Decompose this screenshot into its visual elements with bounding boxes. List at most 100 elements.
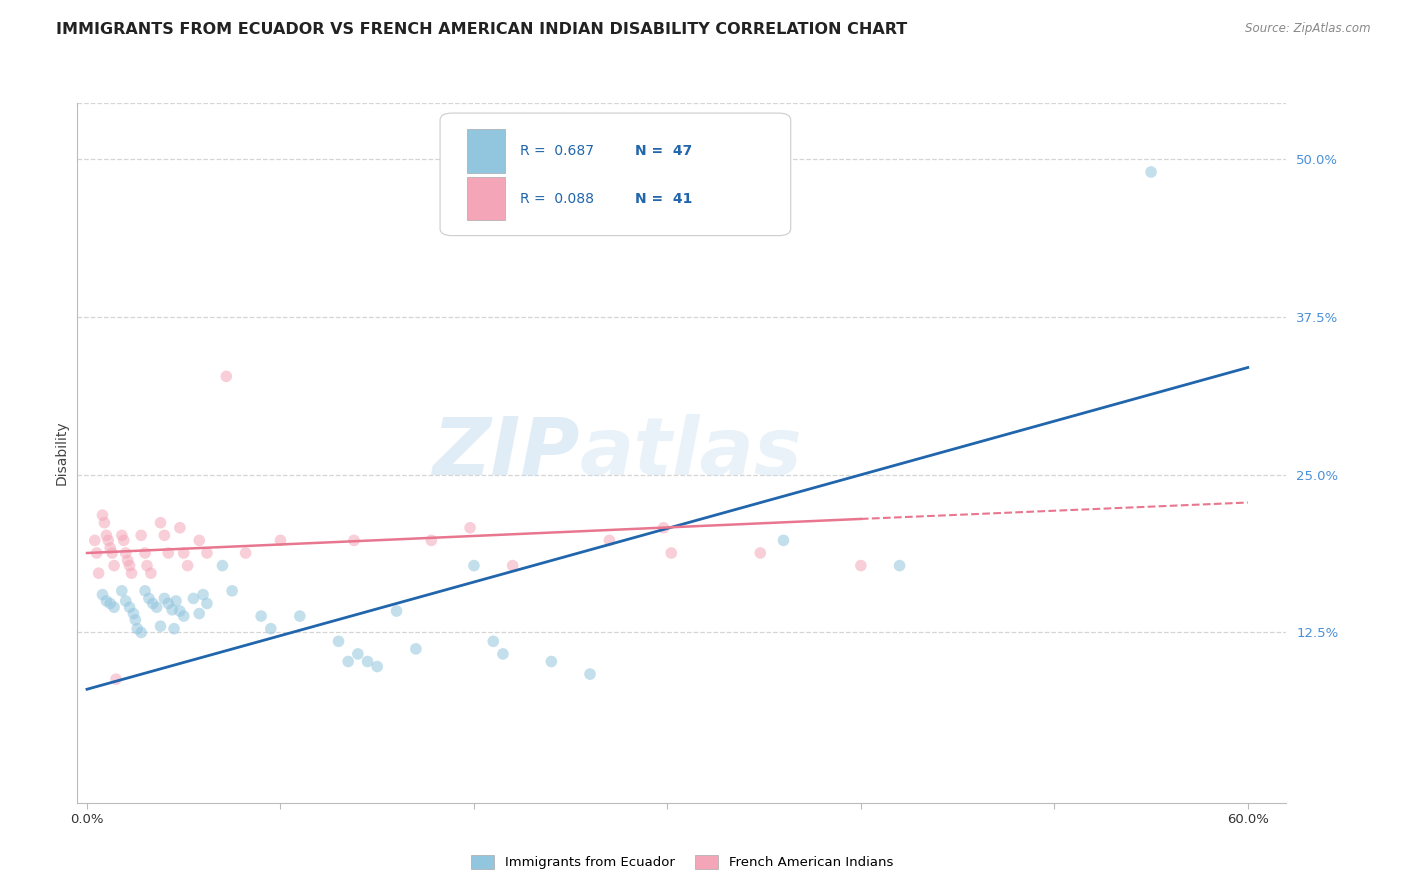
Point bbox=[215, 369, 238, 384]
Point bbox=[139, 566, 162, 581]
Point bbox=[188, 533, 211, 548]
Point bbox=[153, 528, 176, 542]
Point bbox=[183, 591, 205, 606]
Point bbox=[165, 594, 187, 608]
Point bbox=[96, 594, 118, 608]
Point bbox=[221, 583, 243, 598]
Point bbox=[169, 521, 191, 535]
Point bbox=[889, 558, 911, 573]
Point bbox=[157, 546, 180, 560]
Point bbox=[169, 604, 191, 618]
Bar bbox=[467, 177, 505, 220]
Point bbox=[83, 533, 105, 548]
Point bbox=[652, 521, 675, 535]
Point bbox=[235, 546, 257, 560]
Text: atlas: atlas bbox=[579, 414, 801, 491]
Point bbox=[86, 546, 108, 560]
Point bbox=[195, 546, 218, 560]
Point bbox=[366, 659, 388, 673]
Point bbox=[598, 533, 620, 548]
Point bbox=[347, 647, 370, 661]
Point bbox=[117, 553, 139, 567]
Point bbox=[1140, 165, 1163, 179]
Point bbox=[149, 619, 172, 633]
Point bbox=[343, 533, 366, 548]
Point bbox=[163, 622, 186, 636]
Point bbox=[97, 533, 120, 548]
Text: R =  0.088: R = 0.088 bbox=[520, 192, 593, 205]
Point bbox=[191, 588, 214, 602]
Point bbox=[145, 600, 167, 615]
Point bbox=[328, 634, 350, 648]
Point bbox=[142, 597, 165, 611]
Point bbox=[385, 604, 408, 618]
Point bbox=[463, 558, 485, 573]
Point bbox=[211, 558, 233, 573]
Point bbox=[127, 622, 149, 636]
Point bbox=[540, 655, 562, 669]
Point bbox=[96, 528, 118, 542]
Point bbox=[101, 546, 124, 560]
Text: R =  0.687: R = 0.687 bbox=[520, 144, 593, 158]
Point bbox=[482, 634, 505, 648]
Point bbox=[129, 625, 152, 640]
Legend: Immigrants from Ecuador, French American Indians: Immigrants from Ecuador, French American… bbox=[467, 851, 897, 873]
Point bbox=[157, 597, 180, 611]
Point bbox=[849, 558, 872, 573]
Point bbox=[103, 558, 125, 573]
Point bbox=[87, 566, 110, 581]
Point bbox=[124, 613, 146, 627]
Point bbox=[121, 566, 143, 581]
Point bbox=[153, 591, 176, 606]
Point bbox=[173, 546, 195, 560]
Point bbox=[188, 607, 211, 621]
Point bbox=[458, 521, 481, 535]
Point bbox=[105, 672, 128, 686]
Point bbox=[337, 655, 360, 669]
Point bbox=[356, 655, 378, 669]
Point bbox=[250, 609, 273, 624]
Point bbox=[173, 609, 195, 624]
Point bbox=[160, 603, 183, 617]
Text: N =  47: N = 47 bbox=[634, 144, 692, 158]
Point bbox=[492, 647, 515, 661]
Point bbox=[149, 516, 172, 530]
Point bbox=[111, 528, 134, 542]
Point bbox=[98, 597, 121, 611]
Point bbox=[134, 583, 156, 598]
Point bbox=[138, 591, 160, 606]
Point bbox=[114, 594, 136, 608]
Point bbox=[176, 558, 198, 573]
Point bbox=[103, 600, 125, 615]
Point bbox=[111, 583, 134, 598]
Point bbox=[749, 546, 772, 560]
Text: Source: ZipAtlas.com: Source: ZipAtlas.com bbox=[1246, 22, 1371, 36]
Point bbox=[772, 533, 794, 548]
Point bbox=[579, 667, 602, 681]
Point bbox=[91, 588, 114, 602]
Point bbox=[269, 533, 291, 548]
Point bbox=[405, 641, 427, 656]
Point bbox=[260, 622, 283, 636]
Point bbox=[122, 607, 145, 621]
Point bbox=[136, 558, 159, 573]
Point bbox=[118, 558, 141, 573]
Text: IMMIGRANTS FROM ECUADOR VS FRENCH AMERICAN INDIAN DISABILITY CORRELATION CHART: IMMIGRANTS FROM ECUADOR VS FRENCH AMERIC… bbox=[56, 22, 907, 37]
Point bbox=[112, 533, 135, 548]
Text: N =  41: N = 41 bbox=[634, 192, 692, 205]
Y-axis label: Disability: Disability bbox=[55, 420, 69, 485]
Point bbox=[195, 597, 218, 611]
Point bbox=[288, 609, 311, 624]
Point bbox=[98, 541, 121, 555]
Bar bbox=[467, 129, 505, 173]
FancyBboxPatch shape bbox=[440, 113, 790, 235]
Point bbox=[91, 508, 114, 523]
Point bbox=[420, 533, 443, 548]
Point bbox=[502, 558, 524, 573]
Point bbox=[93, 516, 115, 530]
Point bbox=[129, 528, 152, 542]
Point bbox=[659, 546, 682, 560]
Point bbox=[114, 546, 136, 560]
Point bbox=[118, 600, 141, 615]
Text: ZIP: ZIP bbox=[432, 414, 579, 491]
